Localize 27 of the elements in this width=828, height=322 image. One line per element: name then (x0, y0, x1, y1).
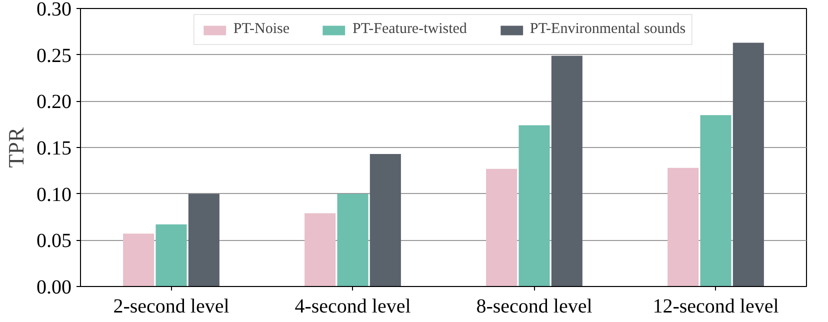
bar (123, 234, 154, 286)
y-tick-label: 0.25 (36, 44, 72, 67)
legend-label: PT-Environmental sounds (530, 21, 686, 38)
legend-label: PT-Noise (233, 21, 290, 38)
x-tick-label: 8-second level (476, 296, 593, 318)
bar (370, 154, 401, 286)
y-tick-label: 0.30 (36, 0, 72, 20)
bar (668, 168, 699, 286)
y-tick-label: 0.00 (36, 276, 72, 298)
bar (156, 224, 187, 286)
x-tick-label: 12-second level (652, 296, 780, 318)
y-tick-label: 0.15 (36, 138, 72, 160)
bar (518, 125, 550, 286)
x-tick-label: 2-second level (113, 296, 230, 318)
bar (700, 115, 732, 286)
y-tick-label: 0.20 (36, 91, 72, 114)
bar (337, 194, 368, 286)
y-tick-label: 0.05 (36, 230, 72, 252)
legend-label: PT-Feature-twisted (352, 21, 467, 38)
y-tick-label: 0.10 (36, 184, 72, 206)
bar (486, 168, 518, 286)
bar (551, 56, 582, 286)
bar (732, 42, 764, 286)
x-tick-label: 4-second level (294, 296, 412, 318)
bar (304, 213, 336, 286)
y-axis-title: TPR (4, 127, 28, 168)
bar (188, 194, 220, 286)
